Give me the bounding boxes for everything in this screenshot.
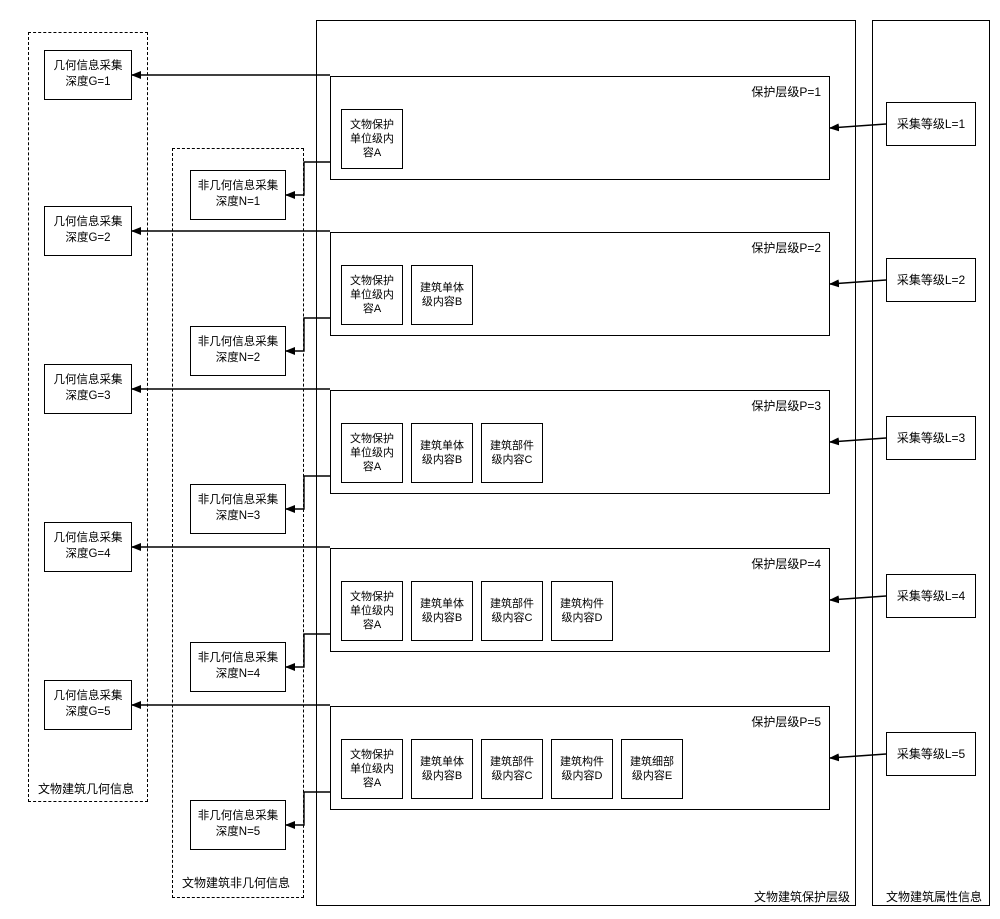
collection-level-5: 采集等级L=5	[886, 732, 976, 776]
label-nongeometry-info: 文物建筑非几何信息	[182, 874, 290, 891]
content-box-2-0: 文物保护单位级内容A	[341, 265, 403, 325]
content-box-5-4: 建筑细部级内容E	[621, 739, 683, 799]
collection-level-2: 采集等级L=2	[886, 258, 976, 302]
nongeom-depth-5: 非几何信息采集深度N=5	[190, 800, 286, 850]
collection-level-3: 采集等级L=3	[886, 416, 976, 460]
protection-level-header-1: 保护层级P=1	[751, 83, 821, 100]
nongeom-depth-3: 非几何信息采集深度N=3	[190, 484, 286, 534]
content-box-4-3: 建筑构件级内容D	[551, 581, 613, 641]
protection-level-header-5: 保护层级P=5	[751, 713, 821, 730]
content-box-4-0: 文物保护单位级内容A	[341, 581, 403, 641]
protection-level-4: 保护层级P=4 文物保护单位级内容A建筑单体级内容B建筑部件级内容C建筑构件级内容…	[330, 548, 830, 652]
content-box-5-3: 建筑构件级内容D	[551, 739, 613, 799]
content-box-5-1: 建筑单体级内容B	[411, 739, 473, 799]
content-box-4-2: 建筑部件级内容C	[481, 581, 543, 641]
protection-level-header-4: 保护层级P=4	[751, 555, 821, 572]
protection-level-3: 保护层级P=3 文物保护单位级内容A建筑单体级内容B建筑部件级内容C	[330, 390, 830, 494]
protection-level-1: 保护层级P=1 文物保护单位级内容A	[330, 76, 830, 180]
geom-depth-3: 几何信息采集深度G=3	[44, 364, 132, 414]
protection-level-header-2: 保护层级P=2	[751, 239, 821, 256]
nongeom-depth-2: 非几何信息采集深度N=2	[190, 326, 286, 376]
nongeom-depth-4: 非几何信息采集深度N=4	[190, 642, 286, 692]
collection-level-1: 采集等级L=1	[886, 102, 976, 146]
content-box-3-0: 文物保护单位级内容A	[341, 423, 403, 483]
content-box-2-1: 建筑单体级内容B	[411, 265, 473, 325]
label-attribute-info: 文物建筑属性信息	[886, 888, 982, 905]
protection-content-row-2: 文物保护单位级内容A建筑单体级内容B	[341, 265, 819, 325]
geom-depth-4: 几何信息采集深度G=4	[44, 522, 132, 572]
label-geometry-info: 文物建筑几何信息	[38, 780, 134, 797]
geom-depth-2: 几何信息采集深度G=2	[44, 206, 132, 256]
protection-level-header-3: 保护层级P=3	[751, 397, 821, 414]
geom-depth-5: 几何信息采集深度G=5	[44, 680, 132, 730]
collection-level-4: 采集等级L=4	[886, 574, 976, 618]
protection-content-row-5: 文物保护单位级内容A建筑单体级内容B建筑部件级内容C建筑构件级内容D建筑细部级内…	[341, 739, 819, 799]
protection-level-5: 保护层级P=5 文物保护单位级内容A建筑单体级内容B建筑部件级内容C建筑构件级内容…	[330, 706, 830, 810]
protection-level-2: 保护层级P=2 文物保护单位级内容A建筑单体级内容B	[330, 232, 830, 336]
label-protection-levels: 文物建筑保护层级	[754, 888, 850, 905]
diagram-stage: 文物建筑几何信息 文物建筑非几何信息 文物建筑保护层级 文物建筑属性信息 几何信…	[0, 0, 1000, 919]
content-box-5-2: 建筑部件级内容C	[481, 739, 543, 799]
content-box-4-1: 建筑单体级内容B	[411, 581, 473, 641]
content-box-5-0: 文物保护单位级内容A	[341, 739, 403, 799]
content-box-1-0: 文物保护单位级内容A	[341, 109, 403, 169]
protection-content-row-4: 文物保护单位级内容A建筑单体级内容B建筑部件级内容C建筑构件级内容D	[341, 581, 819, 641]
protection-content-row-3: 文物保护单位级内容A建筑单体级内容B建筑部件级内容C	[341, 423, 819, 483]
geom-depth-1: 几何信息采集深度G=1	[44, 50, 132, 100]
nongeom-depth-1: 非几何信息采集深度N=1	[190, 170, 286, 220]
protection-content-row-1: 文物保护单位级内容A	[341, 109, 819, 169]
content-box-3-1: 建筑单体级内容B	[411, 423, 473, 483]
content-box-3-2: 建筑部件级内容C	[481, 423, 543, 483]
